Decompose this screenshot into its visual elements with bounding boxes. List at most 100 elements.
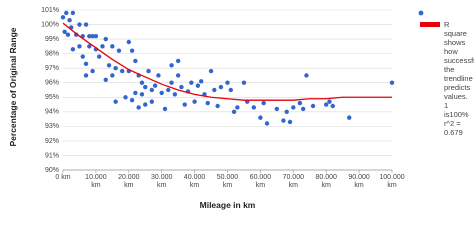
data-point xyxy=(192,99,197,104)
y-tick-label: 94% xyxy=(45,109,59,116)
data-point xyxy=(172,92,178,97)
data-point xyxy=(218,84,224,90)
data-point xyxy=(195,83,201,88)
data-point xyxy=(90,33,95,39)
y-tick-label: 98% xyxy=(45,50,59,57)
data-point xyxy=(133,58,138,64)
data-point xyxy=(212,87,217,93)
data-point xyxy=(70,10,76,16)
data-point xyxy=(258,115,263,120)
data-point xyxy=(152,83,158,88)
data-point xyxy=(65,32,71,37)
data-point xyxy=(389,80,395,85)
data-point xyxy=(281,118,286,123)
legend-label: R square shows how successful the trendl… xyxy=(444,20,474,137)
legend-marker xyxy=(418,10,424,16)
data-point xyxy=(162,106,168,112)
data-point xyxy=(175,58,181,64)
data-point xyxy=(100,44,105,49)
data-point xyxy=(139,80,145,85)
y-tick-label: 99% xyxy=(45,36,59,43)
x-tick-label: 0 km xyxy=(55,174,71,181)
y-tick-label: 92% xyxy=(45,138,59,145)
x-tick-label: 60.000 km xyxy=(249,174,272,189)
legend-swatch xyxy=(420,22,440,27)
data-point xyxy=(175,73,181,78)
x-tick-label: 80.000 km xyxy=(315,174,337,189)
data-point xyxy=(215,103,220,109)
x-tick-label: 10.000 km xyxy=(85,174,107,189)
data-point xyxy=(129,48,135,53)
data-point xyxy=(133,90,138,96)
x-tick-label: 20.000 km xyxy=(118,174,140,189)
data-point xyxy=(110,44,115,49)
data-point xyxy=(287,119,293,125)
y-tick-label: 100% xyxy=(41,21,59,28)
y-tick-label: 90% xyxy=(45,167,59,174)
data-point xyxy=(83,22,89,27)
data-point xyxy=(90,68,95,74)
data-point xyxy=(143,102,148,107)
x-tick-label: 100.000 km xyxy=(379,174,405,189)
data-point xyxy=(87,44,92,49)
data-point xyxy=(83,61,89,67)
y-tick-label: 96% xyxy=(45,80,59,87)
data-point xyxy=(297,100,303,106)
data-point xyxy=(205,100,210,106)
data-point xyxy=(300,106,306,112)
data-point xyxy=(87,33,92,39)
data-point xyxy=(179,84,184,90)
data-point xyxy=(261,100,266,106)
data-point xyxy=(77,44,82,49)
data-point xyxy=(159,90,164,96)
data-point xyxy=(189,80,194,85)
data-point xyxy=(60,15,66,20)
y-tick-label: 101% xyxy=(41,7,59,14)
y-tick-label: 93% xyxy=(45,123,59,130)
data-point xyxy=(169,80,174,85)
trendline xyxy=(62,22,392,101)
y-tick-label: 97% xyxy=(45,65,59,72)
data-point xyxy=(113,99,118,104)
data-point xyxy=(241,80,247,85)
data-point xyxy=(330,103,335,109)
data-point xyxy=(103,36,108,42)
x-tick-label: 50.000 km xyxy=(216,174,239,189)
data-point xyxy=(284,109,289,115)
data-point xyxy=(93,33,99,39)
data-point xyxy=(70,47,76,52)
data-point xyxy=(123,95,128,100)
data-point xyxy=(274,106,280,112)
chart: 90% 91% 92% 93% 94% 95% 96% 97% 98% 99% 100% 101% P… xyxy=(8,7,474,210)
data-point xyxy=(67,17,72,23)
y-tick-label: 91% xyxy=(45,152,59,159)
x-tick-label: 70.000 km xyxy=(282,174,304,189)
data-point xyxy=(106,63,112,68)
y-tick-label: 95% xyxy=(45,94,59,101)
data-point xyxy=(129,97,135,103)
data-point xyxy=(139,92,145,97)
data-point xyxy=(120,68,125,74)
data-point xyxy=(146,68,151,74)
data-point xyxy=(103,77,108,83)
data-point xyxy=(225,80,230,85)
data-point xyxy=(231,109,237,115)
data-point xyxy=(143,84,148,90)
data-point xyxy=(149,99,155,104)
x-tick-label: 40.000 km xyxy=(183,174,206,189)
x-tick-label: 30.000 km xyxy=(150,174,173,189)
data-point xyxy=(113,65,118,71)
data-point xyxy=(347,115,352,120)
data-point xyxy=(324,102,329,107)
data-point xyxy=(235,105,240,110)
data-point xyxy=(62,29,67,35)
plot: 90% 91% 92% 93% 94% 95% 96% 97% 98% 99% 100% 101% xyxy=(41,7,440,174)
data-point xyxy=(208,68,214,74)
data-point xyxy=(327,99,332,104)
data-point xyxy=(198,79,204,84)
x-tick-label: 90.000 km xyxy=(348,174,370,189)
data-point xyxy=(304,73,309,78)
data-point xyxy=(156,73,161,78)
data-point xyxy=(169,63,174,68)
data-point xyxy=(77,22,82,27)
